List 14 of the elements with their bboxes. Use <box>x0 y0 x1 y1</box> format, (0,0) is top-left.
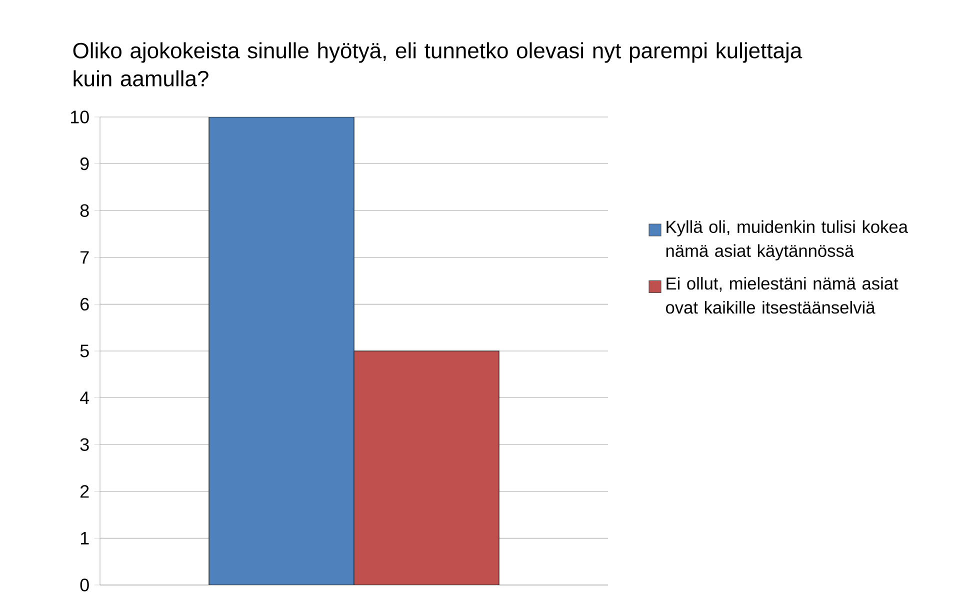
y-tick-label: 8 <box>80 204 89 217</box>
y-tick-label: 10 <box>70 110 89 124</box>
y-tick-label: 5 <box>80 344 89 358</box>
chart-title: Oliko ajokokeista sinulle hyötyä, eli tunnetko olevasi nyt parempi kuljettaja kuin aamulla? <box>73 42 802 86</box>
y-tick-label: 0 <box>80 578 89 592</box>
y-tick-label: 6 <box>80 298 89 311</box>
legend-label: Kyllä oli, muidenkin tulisi kokea nämä asiat käytännössä <box>666 220 908 260</box>
y-tick-label: 9 <box>80 157 89 170</box>
y-tick-label: 1 <box>80 532 89 544</box>
legend-label: Ei ollut, mielestäni nämä asiat ovat kaikille itsestäänselviä <box>666 276 898 314</box>
y-tick-label: 3 <box>80 438 89 451</box>
y-tick-label: 2 <box>80 485 89 498</box>
y-tick-label: 4 <box>80 392 90 404</box>
y-tick-label: 7 <box>80 251 89 264</box>
